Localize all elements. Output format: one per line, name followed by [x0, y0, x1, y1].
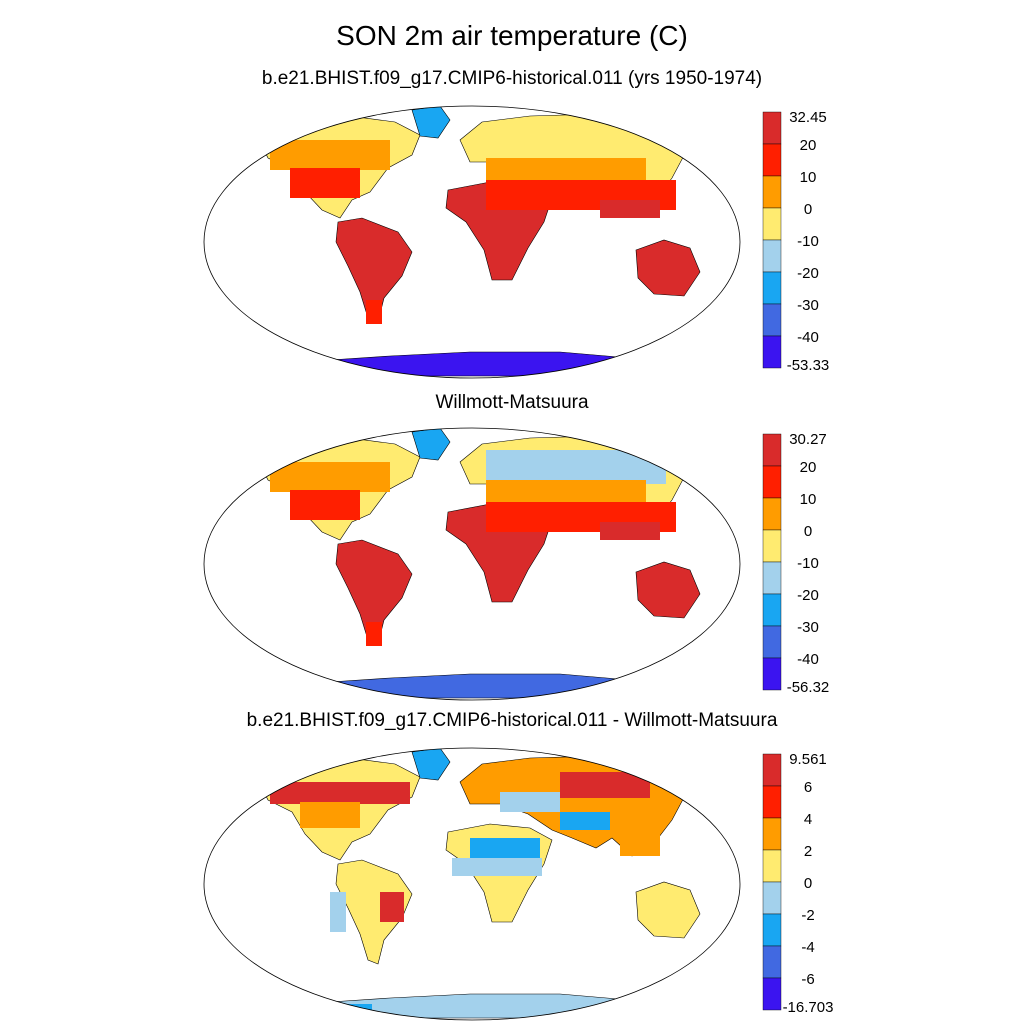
colorbar-tick-label: -56.32 [787, 679, 830, 696]
colorbar-tick-label: 9.561 [789, 751, 827, 768]
panel-3-map: 9.561 6 4 2 0 -2 -4 -6 -16.703 [203, 747, 834, 1021]
colorbar-tick-label: -16.703 [783, 999, 834, 1016]
figure-title: SON 2m air temperature (C) [336, 20, 688, 51]
colorbar-box [762, 207, 782, 241]
field-block [366, 622, 382, 646]
panel-3-title: b.e21.BHIST.f09_g17.CMIP6-historical.011… [246, 710, 778, 731]
colorbar-tick-label: 20 [800, 137, 817, 154]
colorbar-tick-label: 20 [800, 459, 817, 476]
colorbar-box [762, 271, 782, 305]
field-block [270, 782, 410, 804]
field-block [380, 892, 404, 922]
colorbar-box [762, 913, 782, 947]
land-region-greenland [411, 428, 451, 461]
colorbar-tick-label: -2 [801, 907, 814, 924]
panel-2-map: 30.27 20 10 0 -10 -20 -30 -40 -56.32 [203, 427, 830, 701]
colorbar: 30.27 20 10 0 -10 -20 -30 -40 -56.32 [762, 431, 830, 696]
colorbar-tick-label: -53.33 [787, 357, 830, 374]
panel-1-map: 32.45 20 10 0 -10 -20 -30 -40 -53.33 [203, 105, 830, 379]
field-block [452, 858, 542, 876]
land-region-au [635, 881, 701, 939]
colorbar-tick-label: -6 [801, 971, 814, 988]
colorbar-tick-label: -30 [797, 297, 819, 314]
colorbar-box [762, 497, 782, 531]
field-block [486, 128, 666, 162]
field-block [330, 892, 346, 932]
colorbar-box [762, 239, 782, 273]
field-block [560, 812, 610, 830]
colorbar-tick-label: 2 [804, 843, 812, 860]
colorbar-tick-label: 0 [804, 523, 812, 540]
globe-outline [203, 747, 741, 1021]
colorbar-tick-label: -30 [797, 619, 819, 636]
field-block [620, 832, 660, 856]
colorbar-box [762, 785, 782, 819]
field-block [470, 838, 540, 858]
land-region-ant [309, 673, 661, 699]
colorbar-box [762, 753, 782, 787]
land-region-au [635, 239, 701, 297]
field-block [500, 792, 560, 812]
colorbar-box [762, 977, 782, 1011]
land-region-greenland [411, 748, 451, 781]
colorbar-tick-label: 0 [804, 875, 812, 892]
colorbar-box [762, 625, 782, 659]
colorbar-box [762, 817, 782, 851]
field-block [600, 522, 660, 540]
colorbar: 9.561 6 4 2 0 -2 -4 -6 -16.703 [762, 751, 834, 1016]
land-region-greenland [411, 106, 451, 139]
colorbar-box [762, 465, 782, 499]
colorbar-box [762, 335, 782, 369]
colorbar-box [762, 143, 782, 177]
colorbar-tick-label: -20 [797, 587, 819, 604]
colorbar-box [762, 881, 782, 915]
colorbar-tick-label: -4 [801, 939, 814, 956]
colorbar-box [762, 657, 782, 691]
field-block [300, 802, 360, 828]
colorbar-box [762, 945, 782, 979]
colorbar-box [762, 433, 782, 467]
colorbar-box [762, 111, 782, 145]
colorbar-box [762, 593, 782, 627]
colorbar-box [762, 175, 782, 209]
colorbar-tick-label: 30.27 [789, 431, 827, 448]
colorbar-tick-label: 6 [804, 779, 812, 796]
field-block [290, 168, 360, 198]
colorbar-tick-label: -40 [797, 651, 819, 668]
field-block [366, 300, 382, 324]
field-block [312, 1004, 372, 1018]
land-region-ant [309, 351, 661, 377]
colorbar-tick-label: 10 [800, 169, 817, 186]
field-block [560, 772, 650, 798]
field-block [600, 200, 660, 218]
colorbar-tick-label: -10 [797, 233, 819, 250]
colorbar-box [762, 561, 782, 595]
colorbar-tick-label: -40 [797, 329, 819, 346]
field-block [290, 490, 360, 520]
panel-2-title: Willmott-Matsuura [435, 392, 589, 413]
colorbar-box [762, 529, 782, 563]
field-block [270, 462, 390, 492]
colorbar-tick-label: 0 [804, 201, 812, 218]
globe-outline [203, 427, 741, 701]
colorbar-tick-label: -20 [797, 265, 819, 282]
land-region-au [635, 561, 701, 619]
colorbar-box [762, 303, 782, 337]
colorbar-tick-label: -10 [797, 555, 819, 572]
colorbar-tick-label: 32.45 [789, 109, 827, 126]
colorbar-box [762, 849, 782, 883]
colorbar-tick-label: 10 [800, 491, 817, 508]
panel-1-title: b.e21.BHIST.f09_g17.CMIP6-historical.011… [261, 68, 763, 89]
colorbar-tick-label: 4 [804, 811, 812, 828]
field-block [486, 450, 666, 484]
globe-outline [203, 105, 741, 379]
field-block [270, 140, 390, 170]
colorbar: 32.45 20 10 0 -10 -20 -30 -40 -53.33 [762, 109, 830, 374]
